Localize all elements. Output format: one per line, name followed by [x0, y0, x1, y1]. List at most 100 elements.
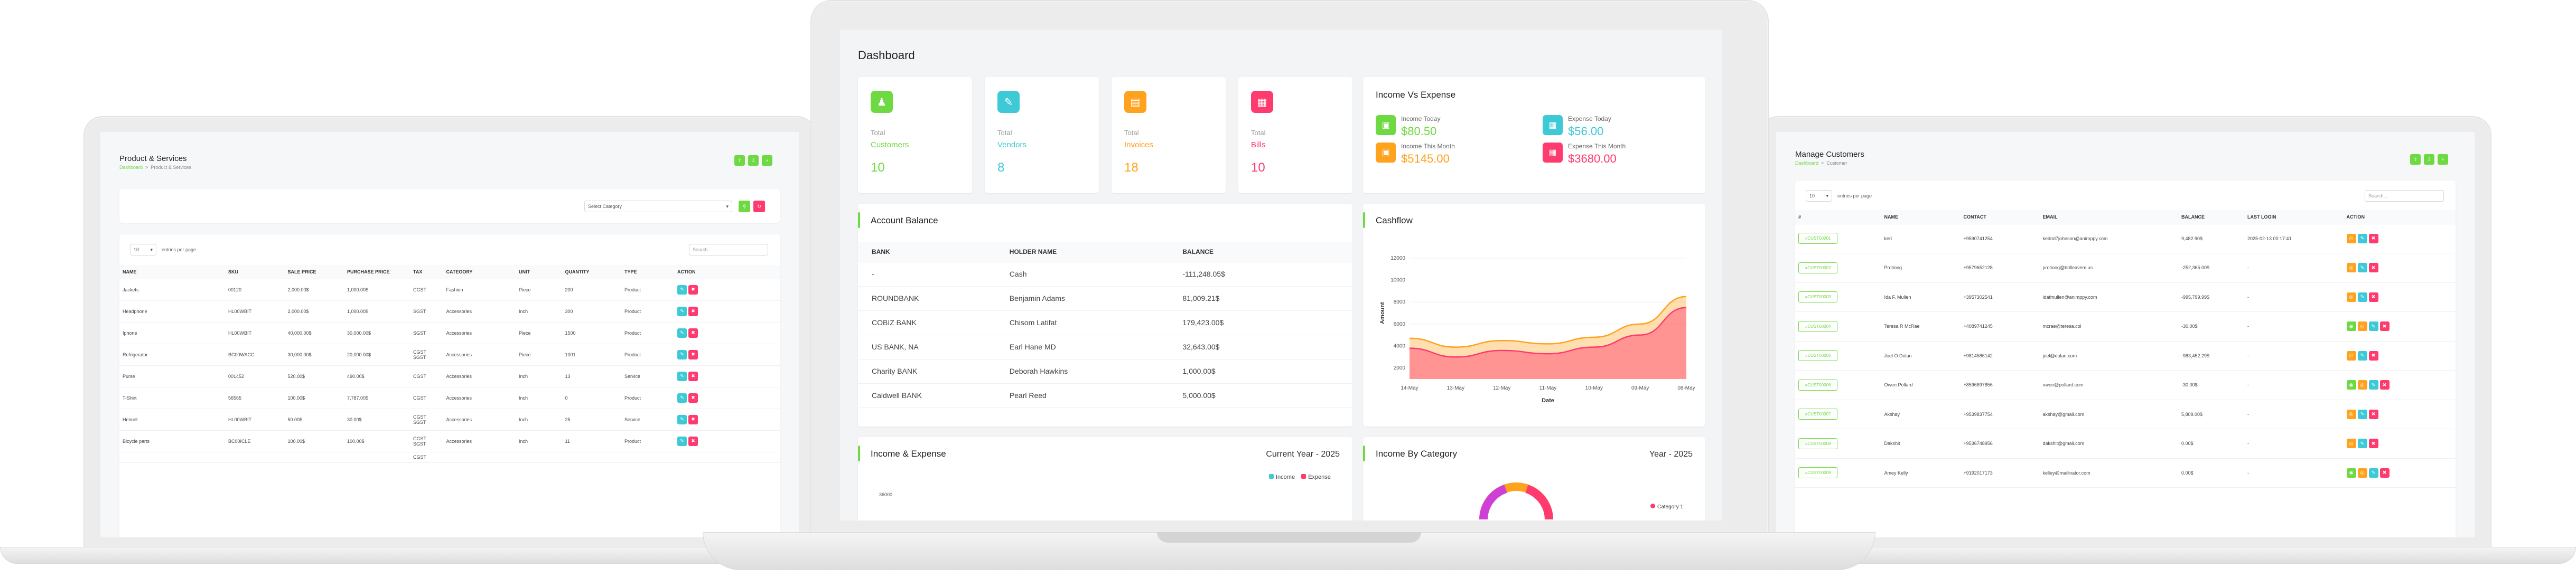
- column-header[interactable]: LAST LOGIN: [2244, 210, 2344, 224]
- breadcrumb-home[interactable]: Dashboard: [119, 165, 143, 170]
- show-icon[interactable]: ◉: [2346, 380, 2356, 390]
- delete-icon[interactable]: ✖: [2368, 351, 2378, 361]
- customer-id-link[interactable]: #CUST00001: [1798, 233, 1838, 244]
- edit-icon[interactable]: ✎: [2357, 292, 2367, 302]
- customer-id-link[interactable]: #CUST00008: [1798, 438, 1838, 449]
- column-header[interactable]: NAME: [1881, 210, 1961, 224]
- edit-icon[interactable]: ✎: [677, 414, 687, 424]
- delete-icon[interactable]: ✖: [688, 371, 698, 381]
- delete-icon[interactable]: ✖: [2368, 233, 2378, 243]
- delete-icon[interactable]: ✖: [688, 393, 698, 403]
- reset-button[interactable]: ↻: [753, 201, 765, 212]
- edit-icon[interactable]: ✎: [2357, 439, 2367, 449]
- column-header[interactable]: PURCHASE PRICE: [344, 265, 410, 279]
- cell-bank: -: [858, 262, 1006, 287]
- view-icon[interactable]: ◎: [2346, 292, 2356, 302]
- customer-id-link[interactable]: #CUST00004: [1798, 320, 1838, 332]
- entries-select[interactable]: 10 ▾: [1806, 190, 1832, 202]
- edit-icon[interactable]: ✎: [2357, 263, 2367, 273]
- column-header[interactable]: ACTION: [674, 265, 780, 279]
- view-icon[interactable]: ◎: [2346, 409, 2356, 419]
- edit-icon[interactable]: ✎: [2368, 380, 2378, 390]
- edit-icon[interactable]: ✎: [677, 285, 687, 295]
- search-button[interactable]: ⚲: [739, 201, 750, 212]
- column-header[interactable]: QUANTITY: [562, 265, 621, 279]
- customer-id-link[interactable]: #CUST00007: [1798, 409, 1838, 420]
- create-button[interactable]: +: [2438, 154, 2448, 165]
- edit-icon[interactable]: ✎: [677, 328, 687, 338]
- search-input[interactable]: Search...: [689, 244, 768, 255]
- cell-login: -: [2244, 311, 2344, 342]
- column-header[interactable]: UNIT: [516, 265, 562, 279]
- view-icon[interactable]: ◎: [2357, 321, 2367, 332]
- delete-icon[interactable]: ✖: [688, 285, 698, 295]
- column-header[interactable]: SKU: [225, 265, 285, 279]
- delete-icon[interactable]: ✖: [688, 349, 698, 359]
- column-header[interactable]: TAX: [410, 265, 443, 279]
- delete-icon[interactable]: ✖: [2379, 321, 2390, 332]
- import-button[interactable]: ⇧: [734, 155, 745, 166]
- show-icon[interactable]: ◉: [2346, 321, 2356, 332]
- customer-id-link[interactable]: #CUST00009: [1798, 467, 1838, 479]
- column-header[interactable]: ACTION: [2343, 210, 2456, 224]
- edit-icon[interactable]: ✎: [677, 393, 687, 403]
- stat-card-bills[interactable]: ▦ Total Bills 10: [1238, 77, 1352, 193]
- delete-icon[interactable]: ✖: [688, 328, 698, 338]
- view-icon[interactable]: ◎: [2357, 380, 2367, 390]
- column-header[interactable]: #: [1795, 210, 1881, 224]
- edit-icon[interactable]: ✎: [2368, 321, 2378, 332]
- export-button[interactable]: ⇩: [748, 155, 759, 166]
- column-header[interactable]: NAME: [119, 265, 225, 279]
- delete-icon[interactable]: ✖: [2368, 292, 2378, 302]
- legend-item-income[interactable]: Income: [1269, 474, 1295, 480]
- delete-icon[interactable]: ✖: [688, 436, 698, 446]
- delete-icon[interactable]: ✖: [688, 414, 698, 424]
- edit-icon[interactable]: ✎: [2357, 351, 2367, 361]
- view-icon[interactable]: ◎: [2346, 263, 2356, 273]
- column-header[interactable]: CATEGORY: [443, 265, 516, 279]
- stat-card-customers[interactable]: ♟ Total Customers 10: [858, 77, 972, 193]
- cell-action: ◉ ◎ ✎ ✖: [2343, 458, 2456, 488]
- cell-action: ◎ ✎ ✖: [2343, 341, 2456, 371]
- edit-icon[interactable]: ✎: [677, 306, 687, 316]
- search-input[interactable]: Search...: [2365, 190, 2444, 202]
- view-icon[interactable]: ◎: [2346, 351, 2356, 361]
- column-header[interactable]: TYPE: [621, 265, 674, 279]
- column-header[interactable]: BALANCE: [2178, 210, 2244, 224]
- edit-icon[interactable]: ✎: [677, 436, 687, 446]
- show-icon[interactable]: ◉: [2346, 468, 2356, 478]
- entries-select[interactable]: 10 ▾: [130, 244, 156, 255]
- stat-card-vendors[interactable]: ✎ Total Vendors 8: [985, 77, 1099, 193]
- edit-icon[interactable]: ✎: [2368, 468, 2378, 478]
- column-header[interactable]: EMAIL: [2039, 210, 2178, 224]
- cashflow-chart: 12000 10000 8000 6000 4000 2000 14-May 13-May 12…: [1379, 255, 1695, 404]
- customer-id-link[interactable]: #CUST00006: [1798, 379, 1838, 391]
- legend-item-expense[interactable]: Expense: [1301, 474, 1331, 480]
- export-button[interactable]: ⇩: [2424, 154, 2434, 165]
- import-button[interactable]: ⇧: [2410, 154, 2421, 165]
- create-button[interactable]: +: [762, 155, 772, 166]
- stat-card-invoices[interactable]: ▤ Total Invoices 18: [1112, 77, 1226, 193]
- edit-icon[interactable]: ✎: [2357, 409, 2367, 419]
- delete-icon[interactable]: ✖: [688, 306, 698, 316]
- view-icon[interactable]: ◎: [2357, 468, 2367, 478]
- column-header[interactable]: SALE PRICE: [284, 265, 344, 279]
- column-header[interactable]: CONTACT: [1960, 210, 2040, 224]
- edit-icon[interactable]: ✎: [677, 349, 687, 359]
- view-icon[interactable]: ◎: [2346, 233, 2356, 243]
- category-select[interactable]: Select Category ▾: [584, 201, 732, 212]
- delete-icon[interactable]: ✖: [2368, 439, 2378, 449]
- edit-icon[interactable]: ✎: [677, 371, 687, 381]
- cell-name: Akshay: [1881, 400, 1961, 429]
- delete-icon[interactable]: ✖: [2379, 380, 2390, 390]
- customer-id-link[interactable]: #CUST00003: [1798, 291, 1838, 303]
- delete-icon[interactable]: ✖: [2379, 468, 2390, 478]
- delete-icon[interactable]: ✖: [2368, 409, 2378, 419]
- breadcrumb-home[interactable]: Dashboard: [1795, 160, 1819, 166]
- customer-id-link[interactable]: #CUST00002: [1798, 262, 1838, 273]
- view-icon[interactable]: ◎: [2346, 439, 2356, 449]
- customer-id-link[interactable]: #CUST00005: [1798, 350, 1838, 362]
- delete-icon[interactable]: ✖: [2368, 263, 2378, 273]
- edit-icon[interactable]: ✎: [2357, 233, 2367, 243]
- legend-label: Category 1: [1657, 504, 1683, 510]
